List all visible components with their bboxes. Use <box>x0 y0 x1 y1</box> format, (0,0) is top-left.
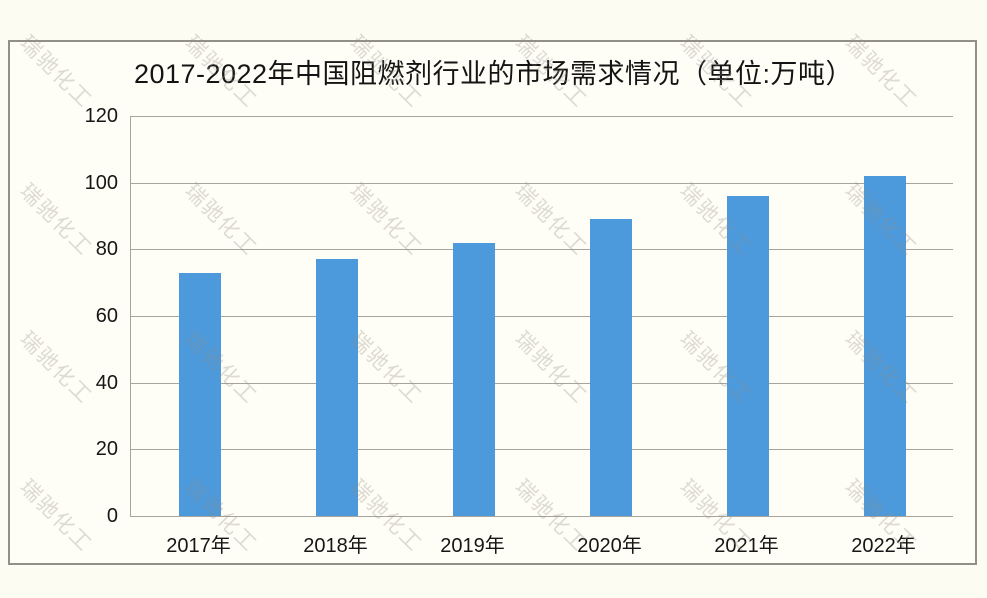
gridline-20 <box>131 449 953 451</box>
x-axis-label: 2017年 <box>166 535 231 557</box>
bars-container <box>131 116 953 516</box>
bar-slot-2018年 <box>268 116 405 516</box>
x-axis-label: 2018年 <box>303 535 368 557</box>
gridline-100 <box>131 182 953 184</box>
x-axis-label: 2019年 <box>440 535 505 557</box>
chart-title: 2017-2022年中国阻燃剂行业的市场需求情况（单位:万吨） <box>133 59 854 89</box>
plot-area <box>130 116 953 517</box>
bar-2021年 <box>726 196 769 516</box>
bar-2022年 <box>863 176 906 516</box>
bar-2017年 <box>178 272 221 516</box>
bar-slot-2021年 <box>679 116 816 516</box>
gridline-80 <box>131 249 953 251</box>
x-axis-label: 2022年 <box>851 535 916 557</box>
bar-slot-2019年 <box>405 116 542 516</box>
x-axis-label: 2021年 <box>714 535 779 557</box>
x-axis-label: 2020年 <box>577 535 642 557</box>
x-axis-labels: 2017年 2018年 2019年 2020年 2021年 2022年 <box>130 529 952 558</box>
bar-2019年 <box>452 242 495 516</box>
bar-slot-2020年 <box>542 116 679 516</box>
bar-2018年 <box>315 259 358 516</box>
gridline-120 <box>131 116 953 117</box>
bar-slot-2022年 <box>816 116 953 516</box>
bar-slot-2017年 <box>131 116 268 516</box>
gridline-60 <box>131 316 953 317</box>
bar-2020年 <box>589 219 632 516</box>
gridline-40 <box>131 382 953 384</box>
